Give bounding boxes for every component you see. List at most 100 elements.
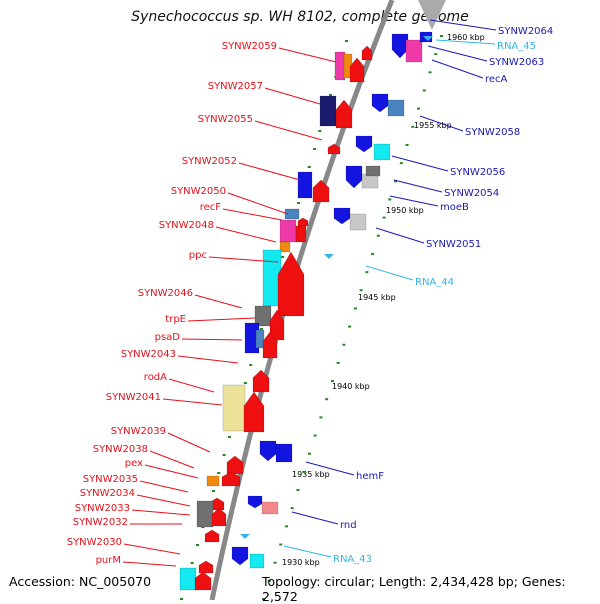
- gene-arrow: [221, 471, 241, 487]
- gene-block: [275, 443, 293, 463]
- gene-arrow: [252, 369, 270, 393]
- leader-line: [162, 398, 223, 406]
- leader-line: [136, 494, 191, 507]
- gene-label: SYNW2051: [426, 239, 481, 250]
- gene-arrow: [226, 455, 244, 475]
- gene-arrow: [231, 546, 249, 566]
- tick-dot: [417, 107, 421, 110]
- gene-label: hemF: [356, 471, 384, 482]
- tick-dot: [195, 544, 199, 546]
- leader-line: [291, 511, 339, 525]
- tick-dot: [297, 202, 301, 204]
- gene-block: [349, 213, 367, 231]
- gene-block: [279, 219, 297, 243]
- gene-label: SYNW2057: [208, 81, 263, 92]
- tick-dot: [405, 143, 409, 146]
- leader-line: [264, 87, 321, 105]
- leader-line: [181, 338, 243, 341]
- leader-line: [131, 509, 191, 516]
- gene-arrow: [297, 217, 309, 227]
- gene-arrow: [204, 529, 220, 543]
- leader-line: [365, 265, 414, 281]
- gene-label: rodA: [144, 372, 167, 383]
- tick-dot: [342, 343, 346, 346]
- tick-label: 1955 kbp: [414, 121, 452, 130]
- tick-dot: [411, 125, 415, 128]
- tick-dot: [307, 452, 311, 455]
- gene-arrow: [345, 165, 363, 189]
- gene-block: [249, 553, 265, 569]
- leader-line: [167, 432, 211, 453]
- tick-dot: [329, 94, 333, 96]
- tick-dot: [281, 256, 285, 258]
- tick-dot: [382, 216, 386, 219]
- leader-line: [149, 450, 195, 469]
- gene-label: SYNW2034: [80, 488, 135, 499]
- tick-dot: [273, 561, 277, 564]
- gene-block: [222, 384, 246, 432]
- gene-label: SYNW2041: [106, 392, 161, 403]
- gene-label: SYNW2052: [182, 156, 237, 167]
- rna-label: RNA_43: [333, 554, 372, 565]
- leader-line: [168, 378, 215, 393]
- gene-label: SYNW2030: [67, 537, 122, 548]
- gene-block: [334, 51, 346, 81]
- axis-end-segment: [418, 0, 446, 30]
- rna-marker: [324, 254, 334, 259]
- gene-block: [373, 143, 391, 161]
- accession-text: Accession: NC_005070: [9, 574, 152, 589]
- gene-arrow: [247, 495, 263, 509]
- leader-line: [389, 195, 439, 207]
- gene-block: [179, 567, 197, 591]
- tick-dot: [434, 53, 438, 56]
- gene-label: SYNW2035: [83, 474, 138, 485]
- tick-label: 1950 kbp: [386, 206, 424, 215]
- gene-block: [254, 305, 272, 327]
- gene-block: [206, 475, 220, 487]
- leader-line: [215, 226, 277, 243]
- tick-dot: [325, 398, 329, 401]
- gene-block: [365, 165, 381, 177]
- tick-dot: [217, 472, 221, 474]
- gene-label: SYNW2032: [73, 517, 128, 528]
- tick-dot: [243, 382, 247, 384]
- leader-line: [254, 120, 323, 141]
- gene-arrow: [349, 57, 365, 83]
- tick-label: 1935 kbp: [292, 470, 330, 479]
- gene-block: [284, 208, 300, 220]
- leader-line: [227, 192, 289, 215]
- tick-dot: [371, 252, 375, 255]
- gene-label: SYNW2048: [159, 220, 214, 231]
- gene-label: SYNW2055: [198, 114, 253, 125]
- leader-line: [208, 256, 279, 263]
- gene-label: psaD: [155, 332, 181, 343]
- leader-line: [283, 545, 332, 558]
- tick-dot: [313, 148, 317, 150]
- gene-arrow: [327, 143, 341, 155]
- gene-arrow: [277, 251, 305, 317]
- tick-dot: [319, 416, 323, 419]
- tick-dot: [422, 89, 426, 92]
- gene-label: purM: [96, 555, 121, 566]
- tick-dot: [227, 436, 231, 438]
- gene-arrow: [333, 207, 351, 225]
- tick-dot: [394, 180, 398, 183]
- leader-line: [139, 480, 189, 493]
- gene-block: [387, 99, 405, 117]
- gene-label: SYNW2038: [93, 444, 148, 455]
- gene-block: [405, 39, 423, 63]
- leader-line: [305, 461, 355, 476]
- gene-arrow: [211, 507, 227, 527]
- tick-dot: [399, 162, 403, 165]
- tick-dot: [440, 35, 443, 37]
- leader-line: [419, 115, 464, 132]
- tick-dot: [211, 490, 215, 492]
- tick-label: 1940 kbp: [332, 382, 370, 391]
- leader-line: [431, 59, 484, 79]
- tick-dot: [284, 525, 288, 528]
- tick-label: 1945 kbp: [358, 293, 396, 302]
- gene-label: SYNW2064: [498, 26, 553, 37]
- tick-dot: [180, 598, 183, 600]
- gene-arrow: [194, 571, 212, 591]
- tick-dot: [345, 40, 348, 42]
